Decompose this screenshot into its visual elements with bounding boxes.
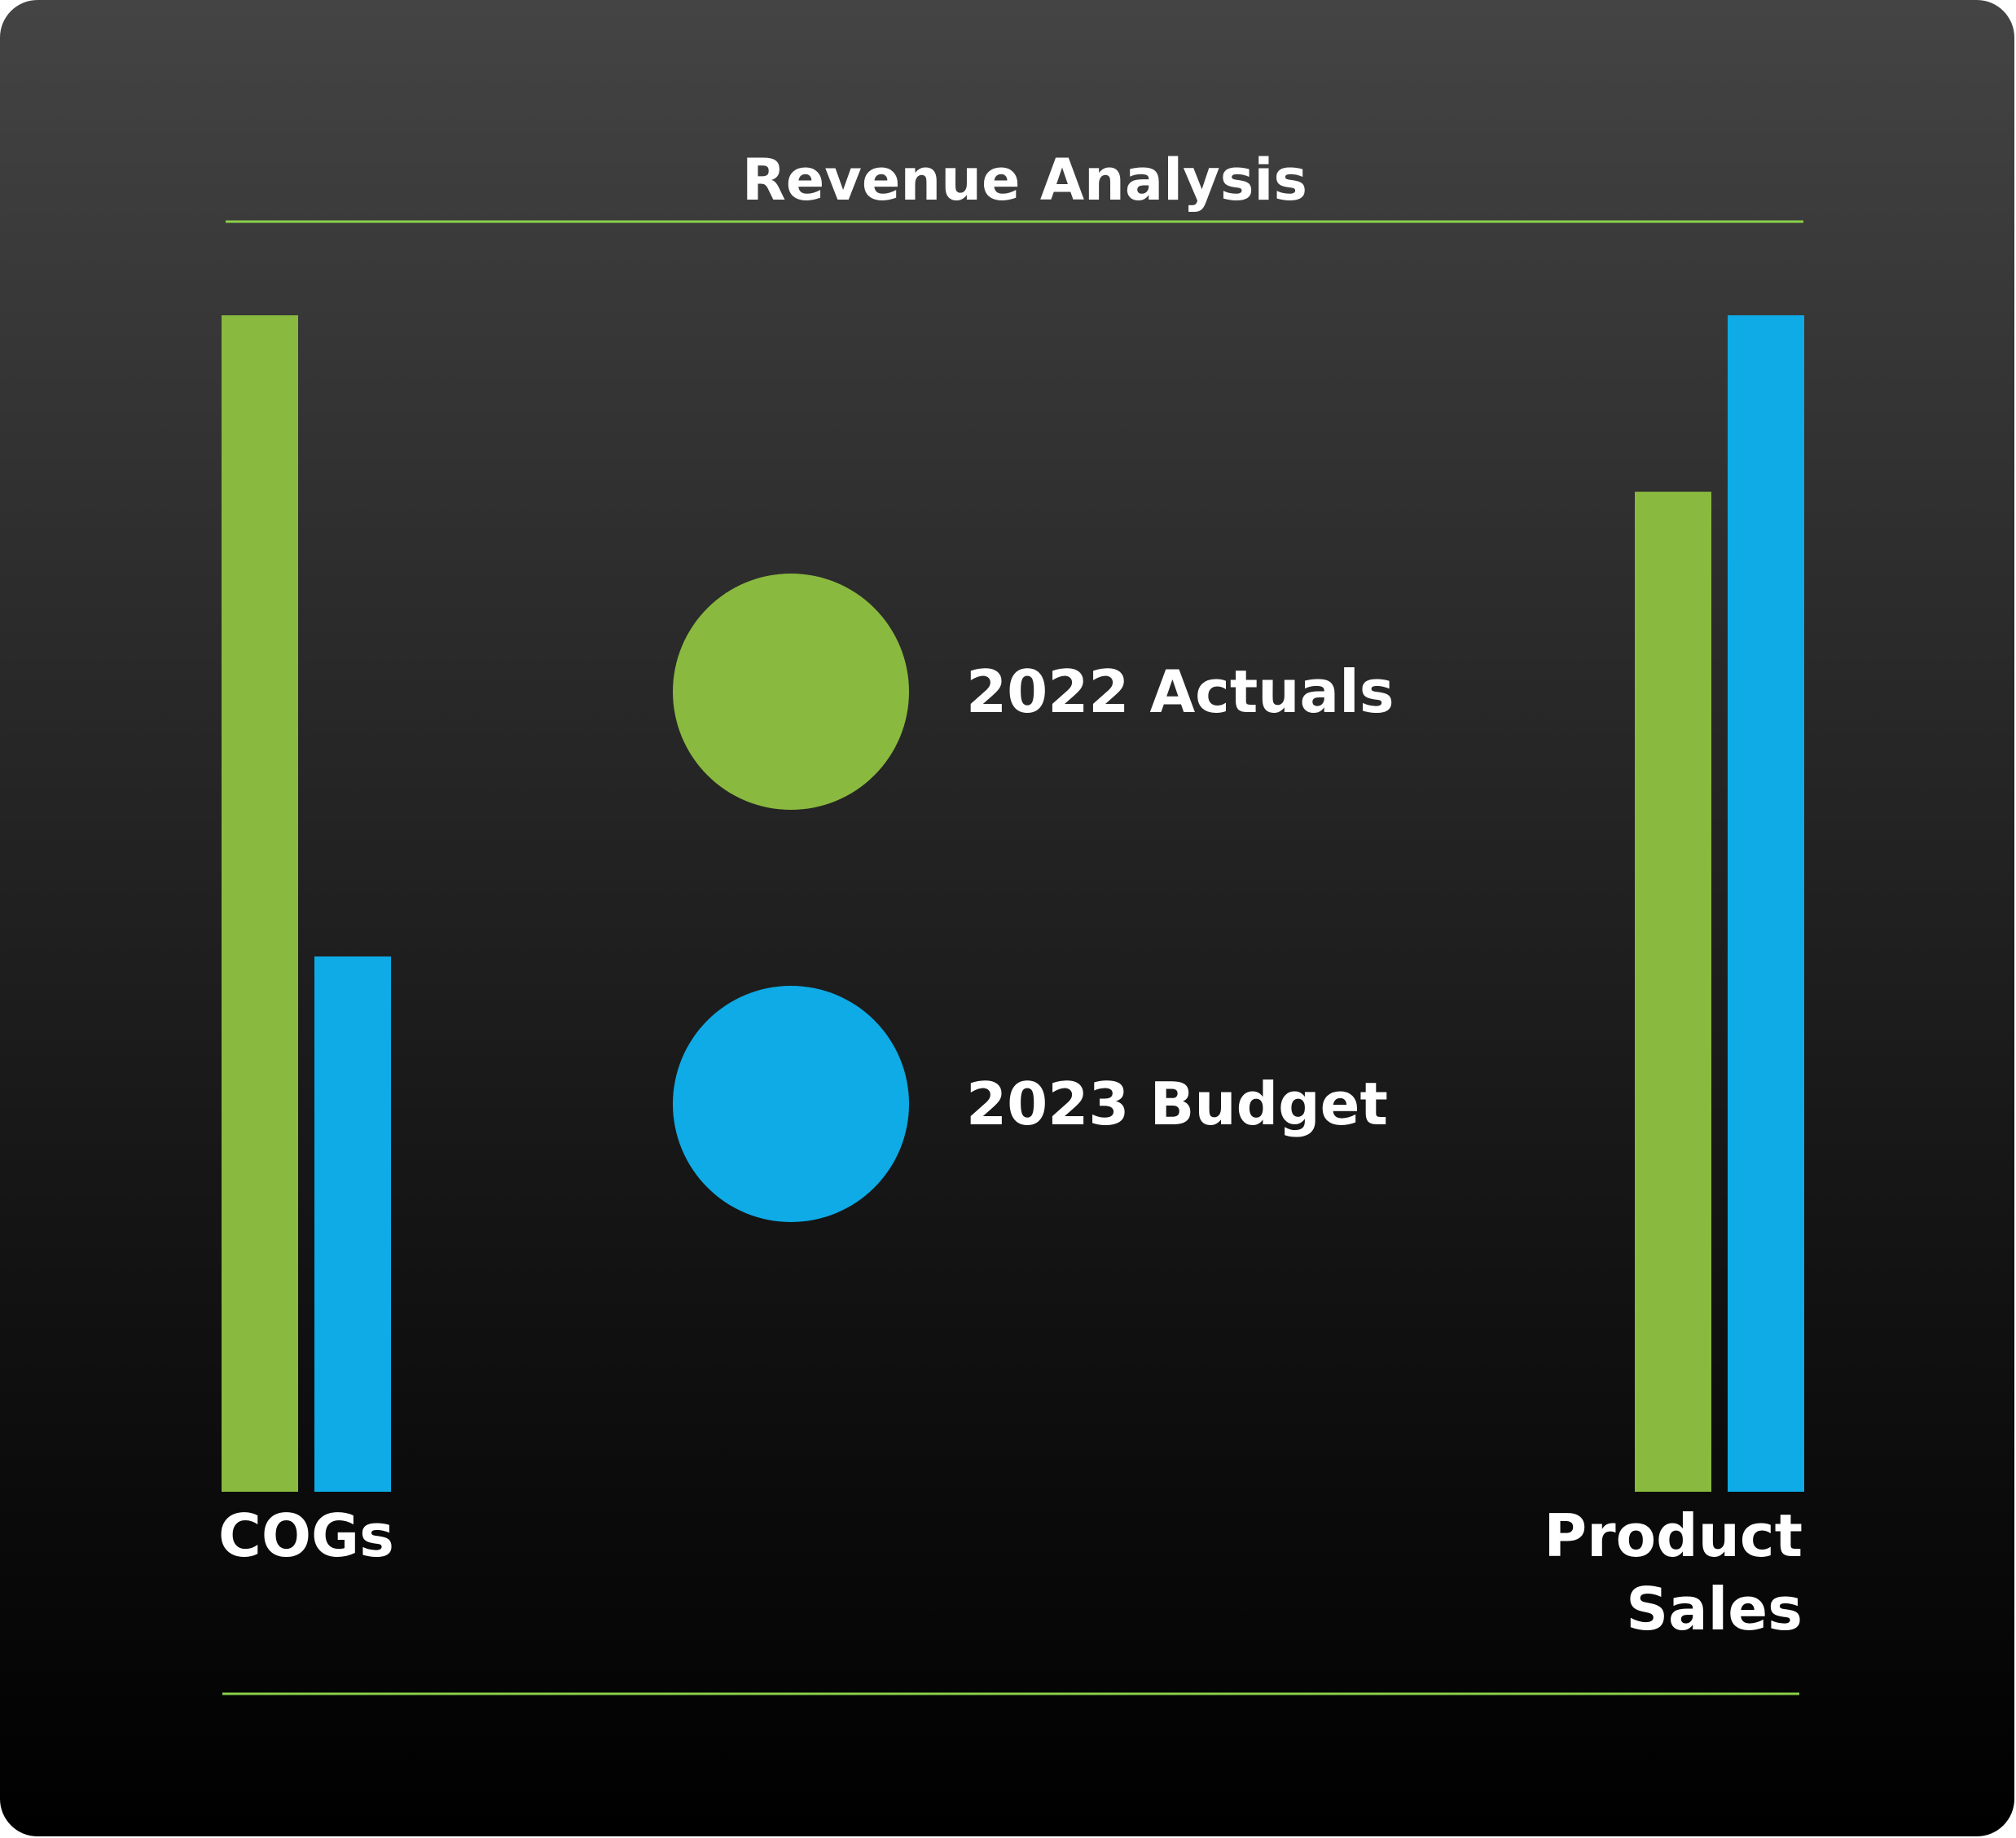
legend-swatch-2023-budget	[673, 986, 909, 1222]
bar-product-sales-2023-budget	[1728, 315, 1804, 1492]
bar-product-sales-2022-actuals	[1635, 491, 1711, 1492]
legend-label-2023-budget: 2023 Budget	[966, 1070, 1388, 1138]
bar-group	[222, 315, 1804, 1492]
category-label-product-sales-line-1: Product	[1544, 1502, 1803, 1570]
category-label-cogs: COGs	[218, 1502, 394, 1570]
legend-label-2022-actuals: 2022 Actuals	[966, 657, 1395, 726]
category-label-product-sales-line-2: Sales	[1626, 1575, 1803, 1643]
legend: 2022 Actuals 2023 Budget	[673, 574, 1395, 1222]
legend-swatch-2022-actuals	[673, 574, 909, 810]
bar-cogs-2022-actuals	[222, 315, 298, 1492]
chart-title: Revenue Analysis	[742, 147, 1307, 213]
bar-cogs-2023-budget	[314, 956, 391, 1492]
